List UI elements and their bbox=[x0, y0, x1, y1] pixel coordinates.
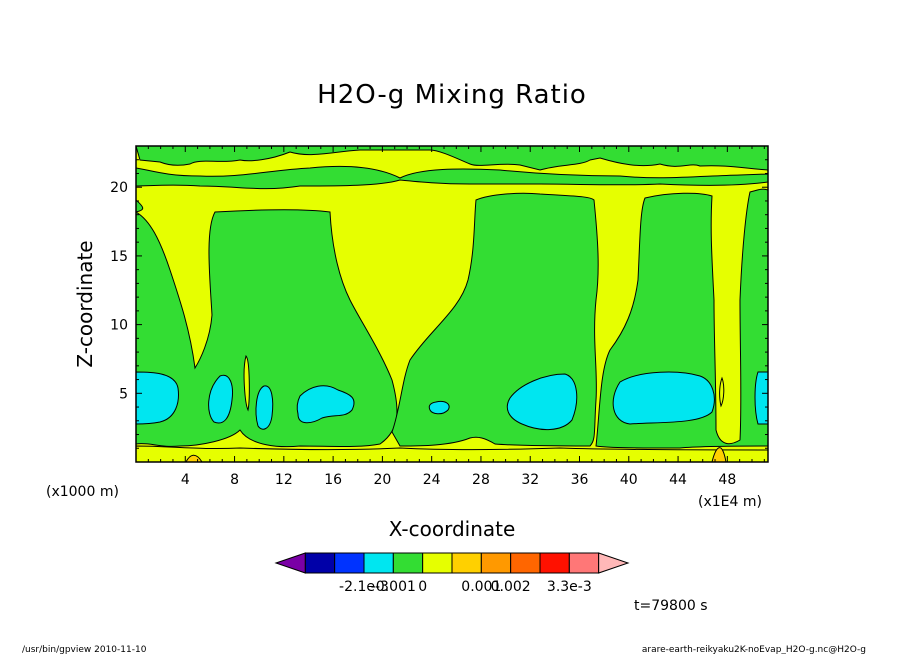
y-axis: 5 10 15 20 bbox=[110, 159, 768, 449]
cyan-region-5 bbox=[428, 401, 450, 415]
x-tick-label: 28 bbox=[472, 472, 490, 488]
colorbar-cell bbox=[304, 552, 336, 574]
x-tick-label: 12 bbox=[275, 472, 293, 488]
x-tick-label: 16 bbox=[324, 472, 342, 488]
x-tick-label: 20 bbox=[373, 472, 391, 488]
green-region-top bbox=[136, 146, 768, 171]
x-tick-label: 24 bbox=[423, 472, 441, 488]
cyan-region-4 bbox=[296, 385, 355, 424]
green-region-left bbox=[136, 199, 398, 448]
colorbar-label: 0.001 bbox=[461, 579, 501, 595]
contour-fields bbox=[136, 146, 768, 462]
cyan-region-2 bbox=[208, 374, 233, 424]
colorbar-cell bbox=[422, 552, 453, 574]
x-axis-label: X-coordinate bbox=[389, 517, 516, 541]
colorbar-label: 0.002 bbox=[491, 579, 531, 595]
chart-title: H2O-g Mixing Ratio bbox=[317, 80, 587, 110]
cyan-region-1 bbox=[136, 371, 179, 425]
colorbar-cell bbox=[568, 552, 600, 574]
colorbar-cell bbox=[451, 552, 482, 574]
colorbar-cell bbox=[510, 552, 541, 574]
colorbar-cell bbox=[363, 552, 394, 574]
green-band-upper bbox=[136, 166, 768, 190]
x-tick-label: 32 bbox=[521, 472, 539, 488]
colorbar-cell bbox=[274, 552, 306, 574]
y-tick-label: 20 bbox=[110, 180, 128, 196]
x-tick-label: 36 bbox=[571, 472, 589, 488]
y-tick-label: 10 bbox=[110, 318, 128, 334]
time-label: t=79800 s bbox=[634, 598, 708, 614]
colorbar-label: 3.3e-3 bbox=[547, 579, 592, 595]
colorbar-cell bbox=[598, 552, 630, 574]
x-tick-label: 40 bbox=[620, 472, 638, 488]
yellow-slit-1 bbox=[243, 355, 250, 412]
yellow-slit-2 bbox=[719, 376, 725, 408]
x-tick-label: 4 bbox=[181, 472, 190, 488]
x-unit-left: (x1000 m) bbox=[46, 484, 119, 500]
y-tick-label: 15 bbox=[110, 249, 128, 265]
colorbar-cell bbox=[334, 552, 365, 574]
cyan-region-8 bbox=[754, 371, 768, 425]
cyan-region-3 bbox=[255, 385, 274, 430]
colorbar-cell bbox=[539, 552, 570, 574]
colorbar-cell bbox=[480, 552, 512, 574]
y-axis-label: Z-coordinate bbox=[73, 240, 97, 367]
y-tick-label: 5 bbox=[119, 386, 128, 402]
x-tick-label: 44 bbox=[669, 472, 687, 488]
colorbar-label: 0 bbox=[418, 579, 427, 595]
colorbar-label: -2.1e-3 bbox=[339, 579, 389, 595]
footer-left: /usr/bin/gpview 2010-11-10 bbox=[22, 645, 147, 654]
footer-right: arare-earth-reikyaku2K-noEvap_H2O-g.nc@H… bbox=[642, 645, 866, 654]
colorbar-cell bbox=[392, 552, 424, 574]
x-tick-label: 8 bbox=[230, 472, 239, 488]
cyan-region-6 bbox=[506, 373, 578, 430]
x-axis: 4 8 12 16 20 24 28 32 36 40 44 48 bbox=[147, 146, 765, 488]
bottom-strip bbox=[136, 445, 768, 462]
x-unit-right: (x1E4 m) bbox=[698, 494, 762, 510]
colorbar-label: -0.001 bbox=[371, 579, 416, 595]
cyan-region-7 bbox=[612, 371, 715, 425]
plot-frame bbox=[135, 145, 769, 463]
x-tick-label: 48 bbox=[718, 472, 736, 488]
